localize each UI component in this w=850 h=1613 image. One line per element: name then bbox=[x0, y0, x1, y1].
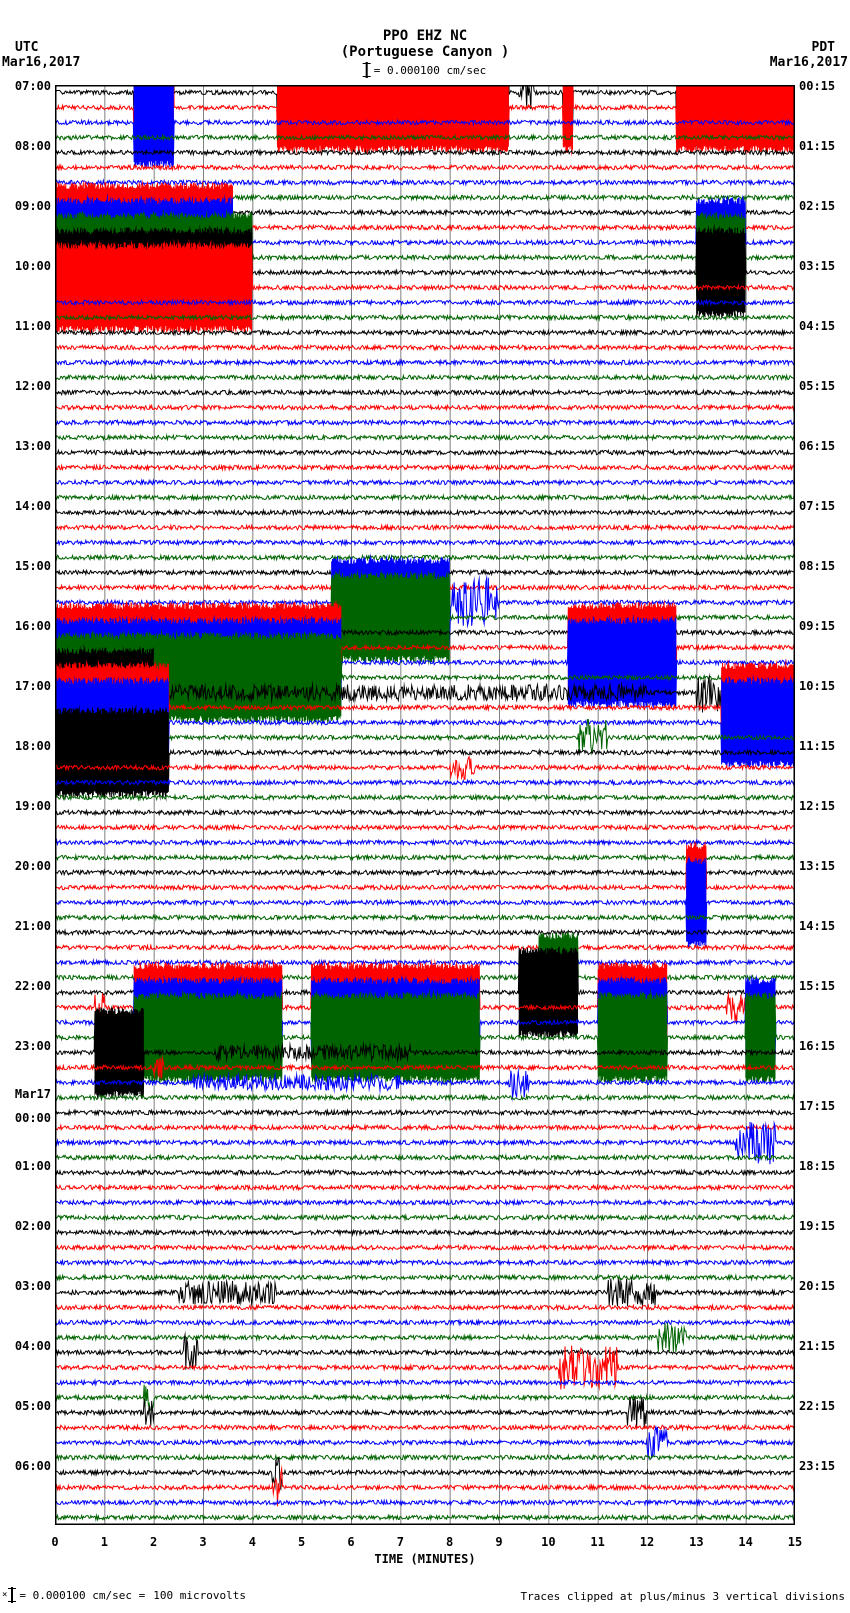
x-tick-label: 10 bbox=[541, 1535, 555, 1549]
pdt-time-label: 10:15 bbox=[799, 679, 835, 693]
date-right: Mar16,2017 bbox=[770, 55, 848, 70]
pdt-time-label: 13:15 bbox=[799, 859, 835, 873]
footer-scale-text: = 0.000100 cm/sec = bbox=[19, 1589, 145, 1602]
pdt-time-label: 16:15 bbox=[799, 1039, 835, 1053]
station-name: (Portuguese Canyon ) bbox=[341, 44, 510, 60]
pdt-time-label: 19:15 bbox=[799, 1219, 835, 1233]
utc-time-label: 05:00 bbox=[15, 1399, 51, 1413]
x-tick-label: 3 bbox=[199, 1535, 206, 1549]
utc-time-label: 03:00 bbox=[15, 1279, 51, 1293]
x-tick-label: 14 bbox=[738, 1535, 752, 1549]
utc-time-label: 16:00 bbox=[15, 619, 51, 633]
utc-time-label: Mar17 bbox=[15, 1087, 51, 1101]
scale-indicator: = 0.000100 cm/sec bbox=[364, 62, 487, 78]
x-axis: TIME (MINUTES) 0123456789101112131415 bbox=[55, 1530, 795, 1580]
utc-time-label: 02:00 bbox=[15, 1219, 51, 1233]
date-left: Mar16,2017 bbox=[2, 55, 80, 70]
pdt-time-label: 17:15 bbox=[799, 1099, 835, 1113]
pdt-time-label: 20:15 bbox=[799, 1279, 835, 1293]
utc-time-label: 12:00 bbox=[15, 379, 51, 393]
scale-text: = 0.000100 cm/sec bbox=[374, 64, 487, 77]
x-tick-label: 7 bbox=[397, 1535, 404, 1549]
utc-time-label: 13:00 bbox=[15, 439, 51, 453]
utc-time-label: 22:00 bbox=[15, 979, 51, 993]
utc-time-label: 01:00 bbox=[15, 1159, 51, 1173]
scale-bar-icon bbox=[11, 1587, 13, 1603]
tz-left: UTC bbox=[15, 40, 38, 55]
x-axis-title: TIME (MINUTES) bbox=[374, 1552, 475, 1566]
utc-time-label: 18:00 bbox=[15, 739, 51, 753]
pdt-time-label: 04:15 bbox=[799, 319, 835, 333]
footer-units: 100 microvolts bbox=[153, 1589, 246, 1602]
x-tick-label: 12 bbox=[640, 1535, 654, 1549]
pdt-time-label: 02:15 bbox=[799, 199, 835, 213]
x-tick-label: 6 bbox=[347, 1535, 354, 1549]
utc-time-label: 00:00 bbox=[15, 1111, 51, 1125]
utc-time-label: 21:00 bbox=[15, 919, 51, 933]
pdt-time-label: 23:15 bbox=[799, 1459, 835, 1473]
pdt-time-label: 12:15 bbox=[799, 799, 835, 813]
pdt-time-label: 05:15 bbox=[799, 379, 835, 393]
footer-mark: × bbox=[2, 1590, 7, 1600]
x-tick-label: 5 bbox=[298, 1535, 305, 1549]
pdt-time-label: 06:15 bbox=[799, 439, 835, 453]
footer-clip-note: Traces clipped at plus/minus 3 vertical … bbox=[520, 1590, 845, 1603]
station-title: PPO EHZ NC bbox=[383, 28, 467, 44]
x-tick-label: 13 bbox=[689, 1535, 703, 1549]
pdt-time-label: 21:15 bbox=[799, 1339, 835, 1353]
x-tick-label: 4 bbox=[249, 1535, 256, 1549]
utc-time-label: 09:00 bbox=[15, 199, 51, 213]
utc-time-label: 11:00 bbox=[15, 319, 51, 333]
x-tick-label: 8 bbox=[446, 1535, 453, 1549]
utc-time-label: 20:00 bbox=[15, 859, 51, 873]
pdt-time-labels: 00:1501:1502:1503:1504:1505:1506:1507:15… bbox=[795, 85, 850, 1525]
footer-scale: × = 0.000100 cm/sec = 100 microvolts bbox=[2, 1587, 246, 1603]
x-tick-label: 1 bbox=[101, 1535, 108, 1549]
helicorder-plot bbox=[55, 85, 795, 1525]
pdt-time-label: 03:15 bbox=[799, 259, 835, 273]
utc-time-label: 08:00 bbox=[15, 139, 51, 153]
utc-time-label: 17:00 bbox=[15, 679, 51, 693]
pdt-time-label: 08:15 bbox=[799, 559, 835, 573]
utc-time-labels: 07:0008:0009:0010:0011:0012:0013:0014:00… bbox=[0, 85, 55, 1525]
utc-time-label: 04:00 bbox=[15, 1339, 51, 1353]
utc-time-label: 14:00 bbox=[15, 499, 51, 513]
pdt-time-label: 15:15 bbox=[799, 979, 835, 993]
pdt-time-label: 22:15 bbox=[799, 1399, 835, 1413]
utc-time-label: 10:00 bbox=[15, 259, 51, 273]
x-tick-label: 2 bbox=[150, 1535, 157, 1549]
pdt-time-label: 09:15 bbox=[799, 619, 835, 633]
x-tick-label: 9 bbox=[495, 1535, 502, 1549]
x-tick-label: 15 bbox=[788, 1535, 802, 1549]
helicorder-header: PPO EHZ NC (Portuguese Canyon ) = 0.0001… bbox=[0, 0, 850, 85]
pdt-time-label: 14:15 bbox=[799, 919, 835, 933]
pdt-time-label: 18:15 bbox=[799, 1159, 835, 1173]
pdt-time-label: 11:15 bbox=[799, 739, 835, 753]
x-tick-label: 11 bbox=[590, 1535, 604, 1549]
utc-time-label: 07:00 bbox=[15, 79, 51, 93]
utc-time-label: 19:00 bbox=[15, 799, 51, 813]
utc-time-label: 15:00 bbox=[15, 559, 51, 573]
tz-right: PDT bbox=[812, 40, 835, 55]
x-tick-label: 0 bbox=[51, 1535, 58, 1549]
pdt-time-label: 07:15 bbox=[799, 499, 835, 513]
pdt-time-label: 00:15 bbox=[799, 79, 835, 93]
pdt-time-label: 01:15 bbox=[799, 139, 835, 153]
scale-bar-icon bbox=[366, 62, 368, 78]
utc-time-label: 06:00 bbox=[15, 1459, 51, 1473]
utc-time-label: 23:00 bbox=[15, 1039, 51, 1053]
